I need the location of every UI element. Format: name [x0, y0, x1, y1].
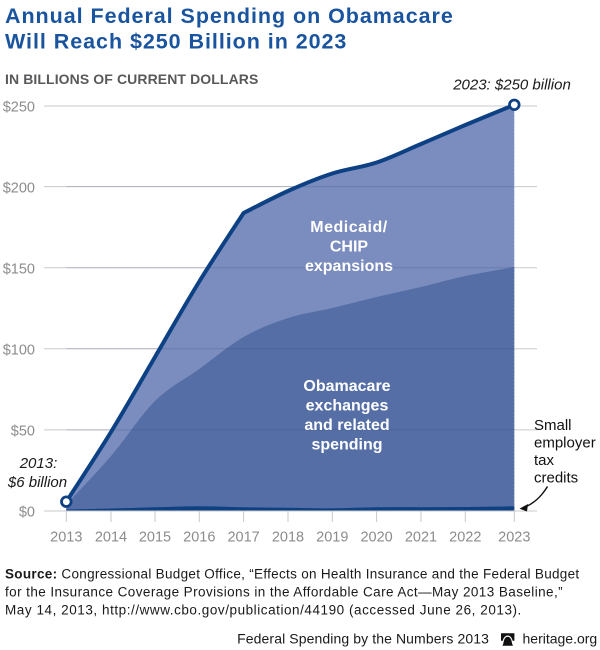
svg-text:Medicaid/: Medicaid/: [310, 219, 387, 236]
svg-text:2015: 2015: [139, 530, 171, 546]
svg-text:spending: spending: [311, 437, 382, 454]
svg-text:2018: 2018: [272, 530, 304, 546]
svg-text:$200: $200: [3, 180, 35, 196]
svg-text:May 14, 2013, http://www.cbo.g: May 14, 2013, http://www.cbo.gov/publica…: [5, 603, 522, 618]
svg-text:CHIP: CHIP: [330, 239, 369, 256]
svg-text:heritage.org: heritage.org: [523, 631, 598, 647]
svg-text:2013:: 2013:: [19, 455, 58, 472]
svg-text:2023: $250 billion: 2023: $250 billion: [452, 77, 571, 94]
svg-text:2016: 2016: [183, 530, 215, 546]
svg-text:2017: 2017: [227, 530, 259, 546]
svg-text:Small: Small: [534, 417, 572, 434]
svg-text:Will Reach $250 Billion in 202: Will Reach $250 Billion in 2023: [5, 30, 347, 54]
svg-text:Federal Spending by the Number: Federal Spending by the Numbers 2013: [237, 631, 489, 647]
svg-text:for the Insurance Coverage Pro: for the Insurance Coverage Provisions in…: [5, 585, 563, 600]
svg-text:exchanges: exchanges: [306, 398, 389, 415]
svg-text:employer: employer: [534, 435, 596, 452]
svg-text:2014: 2014: [95, 530, 127, 546]
svg-text:$150: $150: [3, 261, 35, 277]
svg-text:2020: 2020: [360, 530, 392, 546]
svg-text:IN BILLIONS OF CURRENT DOLLARS: IN BILLIONS OF CURRENT DOLLARS: [5, 71, 258, 87]
svg-text:$0: $0: [19, 505, 35, 521]
svg-text:2019: 2019: [316, 530, 348, 546]
svg-text:$6 billion: $6 billion: [7, 474, 67, 491]
svg-text:expansions: expansions: [305, 258, 393, 275]
svg-text:and related: and related: [304, 417, 389, 434]
svg-text:2013: 2013: [50, 530, 82, 546]
svg-text:$100: $100: [3, 343, 35, 359]
svg-text:credits: credits: [534, 470, 578, 487]
svg-text:tax: tax: [534, 452, 555, 469]
svg-text:$250: $250: [3, 100, 35, 116]
svg-text:2022: 2022: [449, 530, 481, 546]
svg-text:Obamacare: Obamacare: [303, 378, 390, 395]
svg-text:$50: $50: [11, 424, 35, 440]
svg-text:2021: 2021: [405, 530, 437, 546]
svg-text:2023: 2023: [498, 530, 530, 546]
svg-text:Source: Congressional Budget O: Source: Congressional Budget Office, “Ef…: [5, 567, 579, 582]
svg-text:Annual Federal Spending on Oba: Annual Federal Spending on Obamacare: [5, 4, 454, 28]
